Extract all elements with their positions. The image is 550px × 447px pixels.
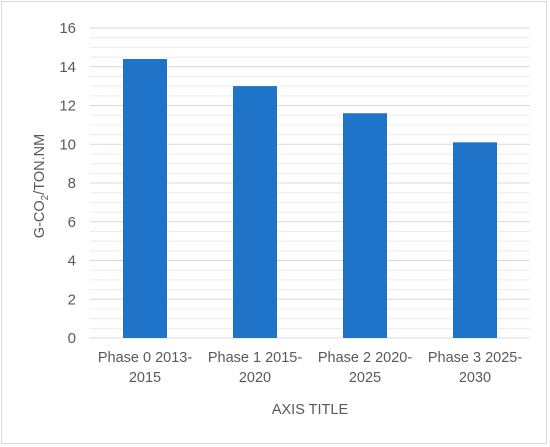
y-tick-label: 0 [68, 330, 76, 347]
x-category-label: 2015 [129, 370, 161, 386]
y-tick-label: 16 [59, 20, 76, 37]
x-category-label: Phase 1 2015- [208, 350, 302, 366]
bar [453, 142, 497, 338]
bar [233, 86, 277, 338]
bar [123, 59, 167, 338]
y-tick-label: 2 [68, 291, 76, 308]
bar [343, 113, 387, 338]
y-tick-label: 8 [68, 175, 76, 192]
x-category-label: 2030 [459, 370, 491, 386]
y-tick-label: 14 [59, 59, 76, 76]
x-category-label: 2025 [349, 370, 381, 386]
y-tick-label: 4 [68, 253, 76, 270]
y-tick-label: 12 [59, 98, 76, 115]
x-category-label: 2020 [239, 370, 271, 386]
y-axis-title: G-CO2/TON.NM [32, 134, 51, 238]
x-category-label: Phase 3 2025- [428, 350, 522, 366]
y-axis-title-subscript: 2 [40, 194, 51, 200]
x-category-label: Phase 2 2020- [318, 350, 412, 366]
y-axis-title-part-1: G-CO [32, 200, 48, 238]
y-tick-label: 6 [68, 214, 76, 231]
x-category-labels: Phase 0 2013- 2015 Phase 1 2015- 2020 Phase … [98, 350, 522, 386]
y-tick-label: 10 [59, 136, 76, 153]
y-axis-title-part-2: /TON.NM [32, 134, 48, 195]
x-category-label: Phase 0 2013- [98, 350, 192, 366]
bars [123, 59, 497, 338]
y-tick-labels: 0 2 4 6 8 10 12 14 16 [59, 20, 76, 347]
x-axis-title: AXIS TITLE [272, 402, 349, 418]
